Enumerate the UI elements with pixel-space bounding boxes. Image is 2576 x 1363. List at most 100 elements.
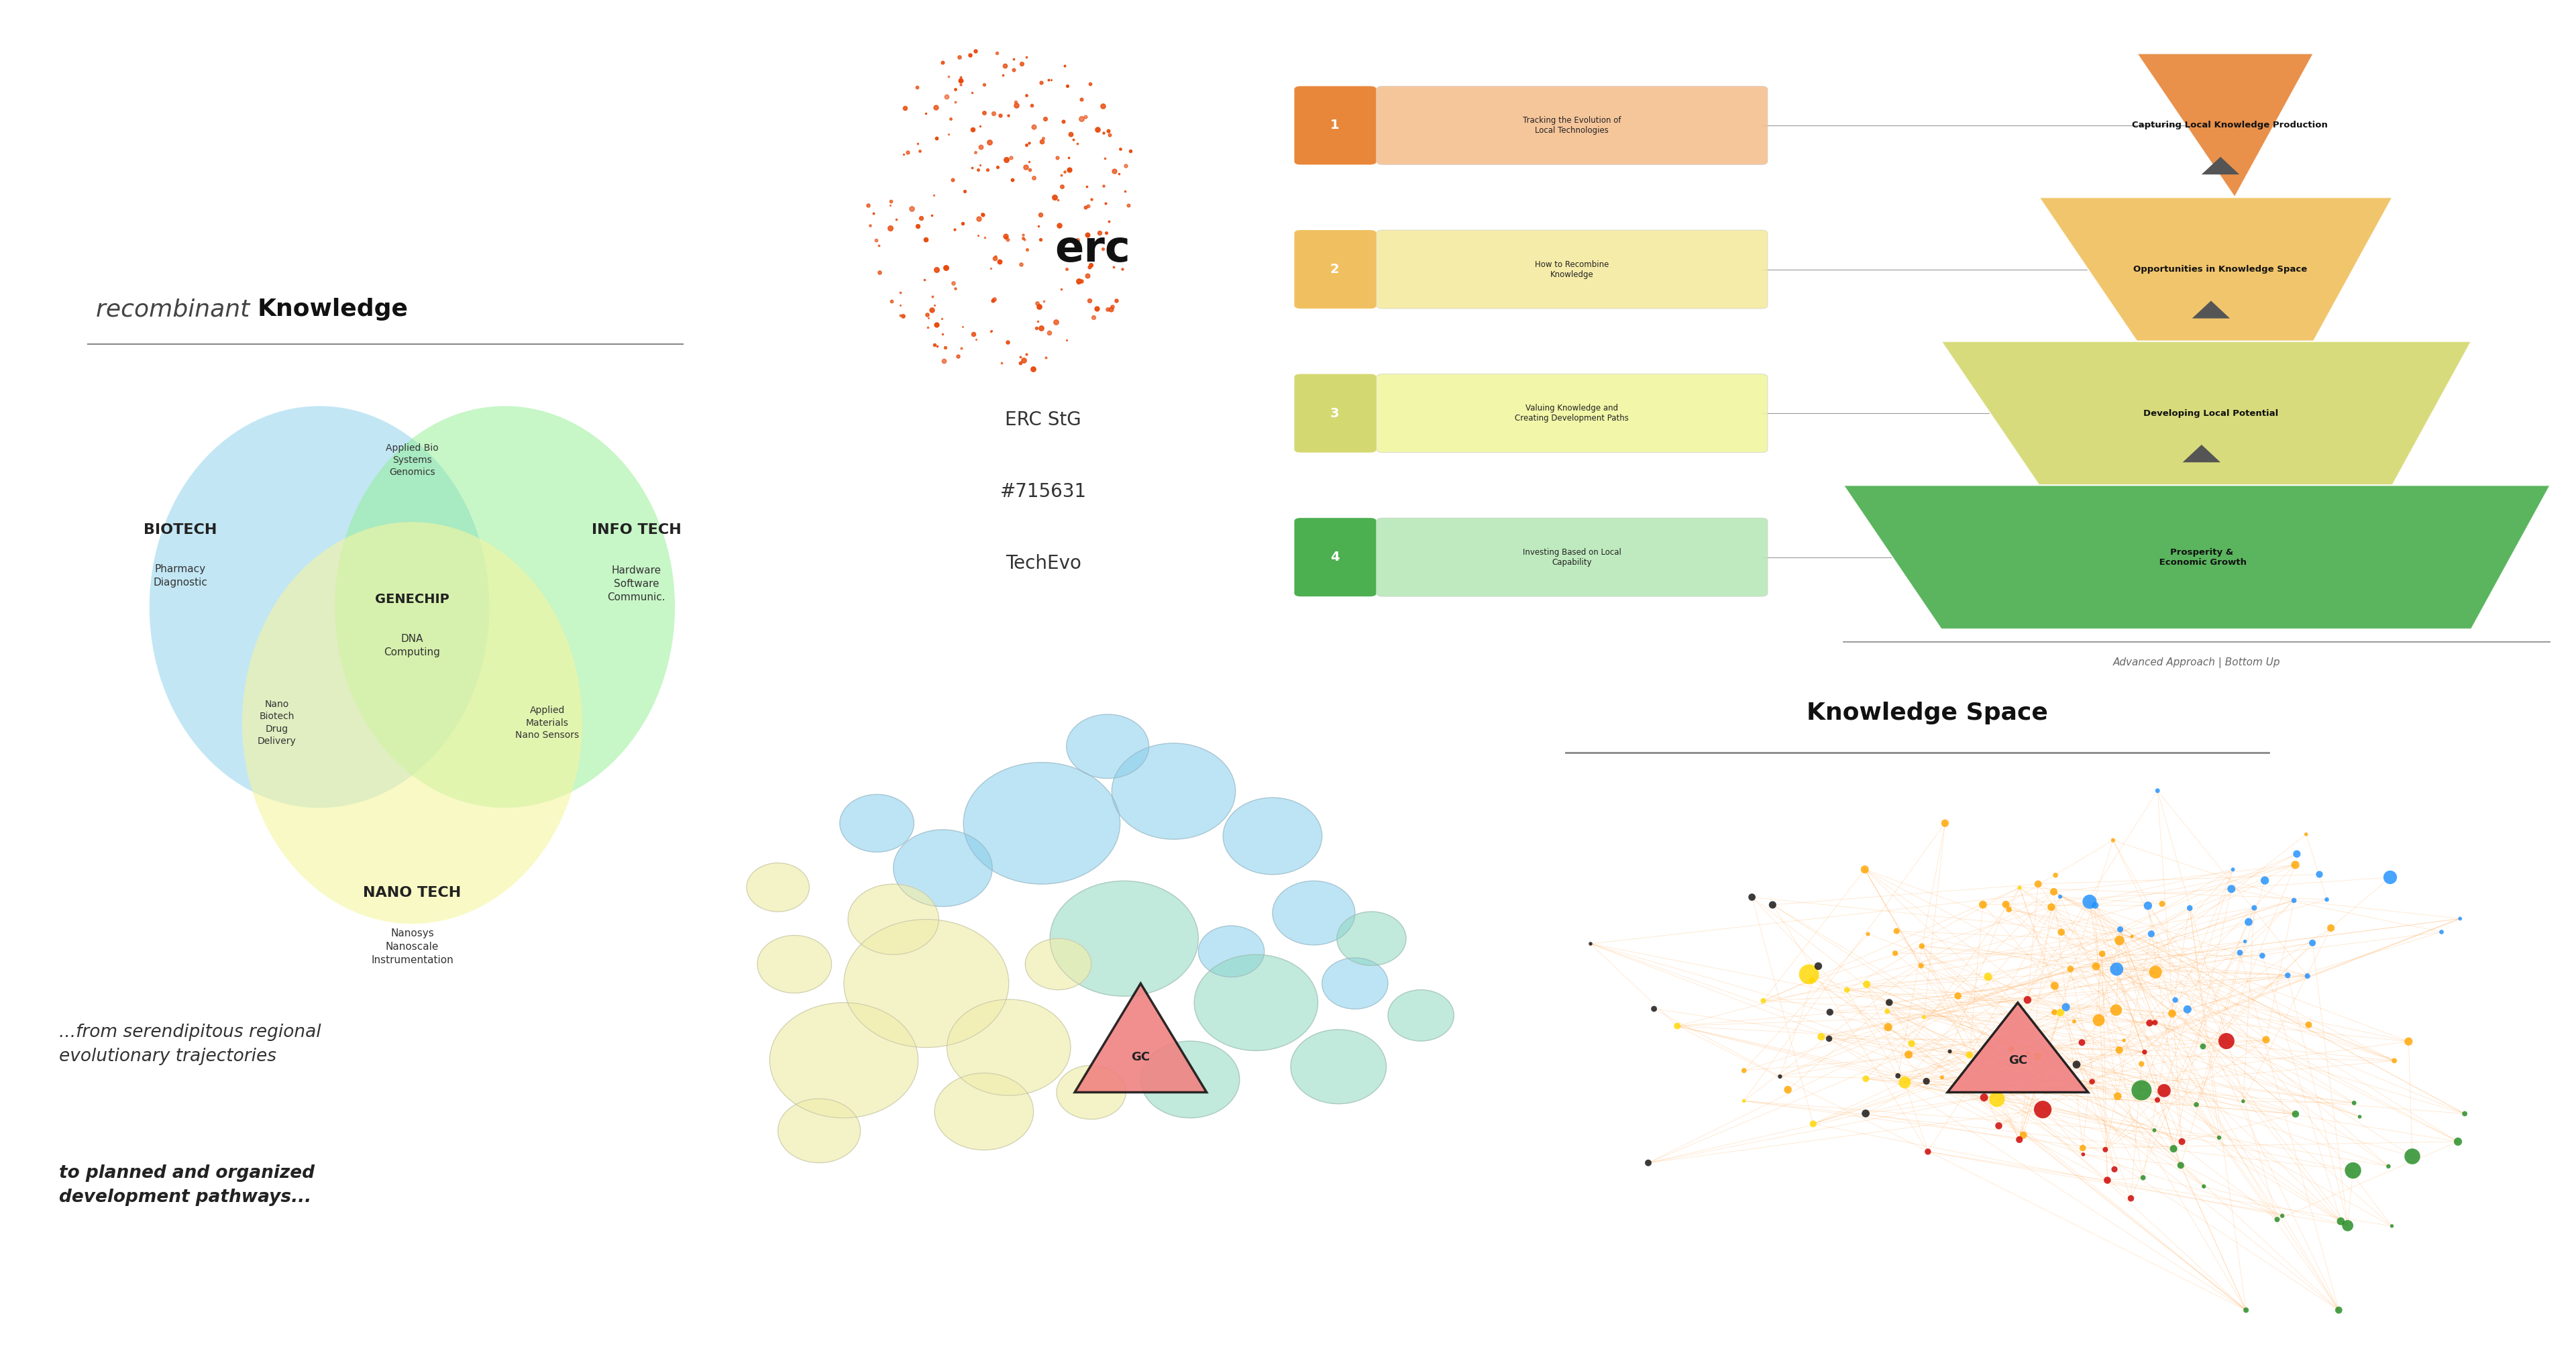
Point [2226,1299,2267,1321]
Text: Hardware
Software
Communic.: Hardware Software Communic. [608,566,665,602]
Point [2040,886,2081,908]
Point [2141,893,2182,915]
Point [2287,1014,2329,1036]
Point [2318,1299,2360,1321]
Point [2161,1154,2202,1176]
FancyBboxPatch shape [1293,86,1376,165]
FancyBboxPatch shape [1376,373,1767,453]
FancyBboxPatch shape [1293,373,1376,453]
Text: How to Recombine
Knowledge: How to Recombine Knowledge [1535,260,1610,278]
Polygon shape [2202,157,2239,174]
Point [1847,923,1888,945]
Point [2079,1010,2120,1032]
Point [2221,942,2262,964]
Point [2177,1093,2218,1115]
Point [2099,919,2141,940]
Circle shape [1321,958,1388,1009]
Circle shape [1224,797,1321,875]
Circle shape [935,1073,1033,1150]
Point [2197,1127,2239,1149]
Point [2061,1032,2102,1054]
Point [1633,998,1674,1020]
Point [2275,890,2316,912]
Point [2071,1071,2112,1093]
Point [2002,1124,2043,1146]
Text: GC: GC [1131,1051,1149,1063]
Circle shape [1051,880,1198,996]
Ellipse shape [335,406,675,808]
Point [2074,894,2115,916]
Point [2138,780,2179,801]
Text: Prosperity &
 Economic Growth: Prosperity & Economic Growth [2156,548,2246,567]
Text: TechEvo: TechEvo [1005,555,1082,572]
Point [1788,964,1829,985]
Text: Advanced Approach | Bottom Up: Advanced Approach | Bottom Up [2112,658,2280,668]
Polygon shape [1947,1003,2089,1092]
Polygon shape [2138,53,2313,198]
Circle shape [1025,939,1092,990]
Point [2154,1138,2195,1160]
Circle shape [770,1003,917,1118]
Polygon shape [2182,444,2221,462]
Circle shape [1113,743,1236,840]
Point [2097,1085,2138,1107]
Point [1752,894,1793,916]
Point [2035,864,2076,886]
Point [2372,1050,2414,1071]
Point [2045,996,2087,1018]
Text: Opportunities in Knowledge Space: Opportunities in Knowledge Space [2133,264,2308,274]
Circle shape [1198,925,1265,977]
Point [2076,955,2117,977]
Point [1731,886,1772,908]
Point [1723,1090,1765,1112]
Text: ...from serendipitous regional
evolutionary trajectories: ...from serendipitous regional evolution… [59,1024,322,1066]
Point [2056,1054,2097,1075]
Point [2110,1187,2151,1209]
Point [2388,1030,2429,1052]
Point [2257,1209,2298,1231]
Circle shape [747,863,809,912]
Point [2035,1002,2076,1024]
Point [2136,1011,2177,1033]
Point [2007,1043,2048,1065]
Point [2311,917,2352,939]
Point [2053,1010,2094,1032]
Point [2120,1079,2161,1101]
Point [2223,1090,2264,1112]
Point [2128,1013,2169,1035]
Point [2092,829,2133,851]
Point [2022,1099,2063,1120]
Point [1999,1129,2040,1150]
Point [2437,1131,2478,1153]
Point [2138,1089,2179,1111]
Point [2105,1029,2146,1051]
Circle shape [1273,880,1355,945]
Point [2099,930,2141,951]
Point [2277,844,2318,866]
Circle shape [894,830,992,906]
Text: 3: 3 [1329,408,1340,420]
Point [2166,999,2208,1021]
Point [2213,859,2254,880]
Point [2306,889,2347,910]
Point [2125,1041,2166,1063]
Point [2050,958,2092,980]
Text: Nanosys
Nanoscale
Instrumentation: Nanosys Nanoscale Instrumentation [371,928,453,965]
Point [2017,874,2058,895]
Point [1844,859,1886,880]
Point [2154,990,2195,1011]
Point [2040,921,2081,943]
Point [2069,891,2110,913]
Text: Pharmacy
Diagnostic: Pharmacy Diagnostic [152,564,209,587]
Point [2007,990,2048,1011]
Point [2285,823,2326,845]
Point [2094,999,2136,1021]
Point [2262,1205,2303,1227]
Point [2097,958,2138,980]
Polygon shape [2192,301,2231,319]
Text: Investing Based on Local
Capability: Investing Based on Local Capability [1522,548,1620,567]
Point [2445,1103,2486,1124]
Point [2040,1002,2081,1024]
Point [1793,1114,1834,1135]
Point [2169,897,2210,919]
